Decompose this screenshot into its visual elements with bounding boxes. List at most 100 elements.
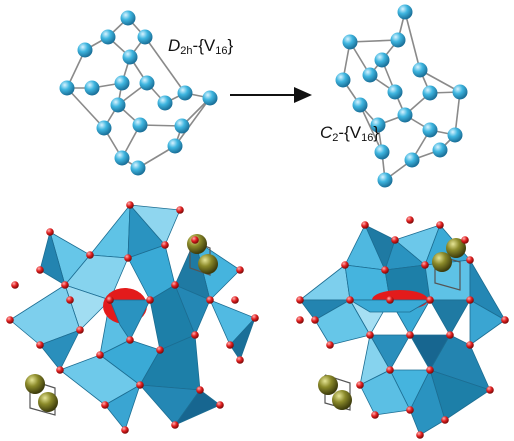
vanadium-atom: [132, 117, 148, 133]
oxygen-atom: [191, 236, 199, 244]
oxygen-atom: [346, 296, 354, 304]
oxygen-atom: [146, 296, 154, 304]
vanadium-atom: [177, 85, 193, 101]
vanadium-atom: [390, 32, 406, 48]
oxygen-atom: [236, 356, 244, 364]
oxygen-atom: [406, 331, 414, 339]
vanadium-atom: [120, 10, 136, 26]
vanadium-atom: [342, 34, 358, 50]
oxygen-atom: [296, 296, 304, 304]
c2-v16-cage: [335, 4, 468, 188]
oxygen-atom: [6, 316, 14, 324]
vanadium-atom: [447, 127, 463, 143]
oxygen-atom: [461, 236, 469, 244]
oxygen-atom: [406, 406, 414, 414]
oxygen-atom: [391, 236, 399, 244]
oxygen-atom: [371, 411, 379, 419]
oxygen-atom: [66, 296, 74, 304]
oxygen-atom: [361, 221, 369, 229]
oxygen-atom: [501, 316, 509, 324]
oxygen-atom: [296, 316, 304, 324]
vanadium-atom: [202, 90, 218, 106]
vanadium-atom: [84, 80, 100, 96]
vanadium-atom: [404, 152, 420, 168]
v-v-bond: [174, 97, 211, 147]
vanadium-atom: [377, 172, 393, 188]
oxygen-atom: [126, 201, 134, 209]
oxygen-atom: [176, 206, 184, 214]
oxygen-atom: [441, 416, 449, 424]
oxygen-atom: [366, 331, 374, 339]
oxygen-atom: [356, 381, 364, 389]
oxygen-atom: [251, 314, 259, 322]
oxygen-atom: [36, 341, 44, 349]
oxygen-atom: [421, 261, 429, 269]
oxygen-atom: [86, 251, 94, 259]
vanadium-atom: [397, 107, 413, 123]
oxygen-atom: [311, 316, 319, 324]
vanadium-atom: [422, 122, 438, 138]
vanadium-atom: [130, 160, 146, 176]
vanadium-atom: [362, 67, 378, 83]
vanadium-atom: [96, 120, 112, 136]
oxygen-atom: [466, 256, 474, 264]
vanadium-atom: [352, 97, 368, 113]
vanadium-atom: [114, 150, 130, 166]
oxygen-atom: [216, 401, 224, 409]
vanadium-atom: [374, 144, 390, 160]
oxygen-atom: [124, 254, 132, 262]
oxygen-atom: [426, 366, 434, 374]
d2h-label: D2h-{V16}: [168, 36, 234, 57]
oxygen-atom: [486, 386, 494, 394]
oxygen-atom: [191, 331, 199, 339]
oxygen-atom: [76, 326, 84, 334]
v-v-bond: [144, 36, 186, 94]
vanadium-atom: [422, 85, 438, 101]
v-v-bond: [349, 39, 399, 43]
oxygen-atom: [416, 431, 424, 439]
v-v-bond: [359, 104, 383, 153]
v-v-bond: [419, 69, 461, 93]
vanadium-atom: [432, 142, 448, 158]
polyhedral-cluster-right: [296, 216, 509, 439]
oxygen-atom: [126, 336, 134, 344]
oxygen-atom: [36, 266, 44, 274]
polyhedral-cluster-left: [6, 201, 259, 434]
oxygen-atom: [341, 261, 349, 269]
oxygen-atom: [326, 341, 334, 349]
oxygen-atom: [236, 266, 244, 274]
vanadium-atom: [77, 42, 93, 58]
oxygen-atom: [121, 426, 129, 434]
oxygen-atom: [156, 346, 164, 354]
oxygen-atom: [436, 221, 444, 229]
v-v-bond: [404, 11, 421, 71]
oxygen-atom: [11, 281, 19, 289]
vanadium-atom: [110, 97, 126, 113]
vanadium-atom: [374, 52, 390, 68]
vanadium-atom: [370, 117, 386, 133]
oxygen-atom: [226, 341, 234, 349]
oxygen-atom: [96, 351, 104, 359]
vanadium-atom: [157, 95, 173, 111]
vanadium-atom: [397, 4, 413, 20]
vanadium-atom: [335, 72, 351, 88]
vanadium-atom: [100, 29, 116, 45]
oxygen-atom: [206, 296, 214, 304]
vanadium-atom: [114, 75, 130, 91]
vanadium-atom: [139, 75, 155, 91]
oxygen-atom: [196, 386, 204, 394]
oxygen-atom: [386, 366, 394, 374]
oxygen-atom: [386, 296, 394, 304]
c2-label: C2-{V16}: [320, 123, 380, 144]
oxygen-atom: [466, 296, 474, 304]
vanadium-atom: [122, 49, 138, 65]
oxygen-atom: [101, 401, 109, 409]
oxygen-atom: [466, 341, 474, 349]
vanadium-atom: [137, 29, 153, 45]
vanadium-atom: [167, 138, 183, 154]
oxygen-atom: [106, 296, 114, 304]
oxygen-atom: [171, 281, 179, 289]
oxygen-atom: [446, 331, 454, 339]
oxygen-atom: [231, 296, 239, 304]
v-v-bond: [66, 87, 105, 129]
